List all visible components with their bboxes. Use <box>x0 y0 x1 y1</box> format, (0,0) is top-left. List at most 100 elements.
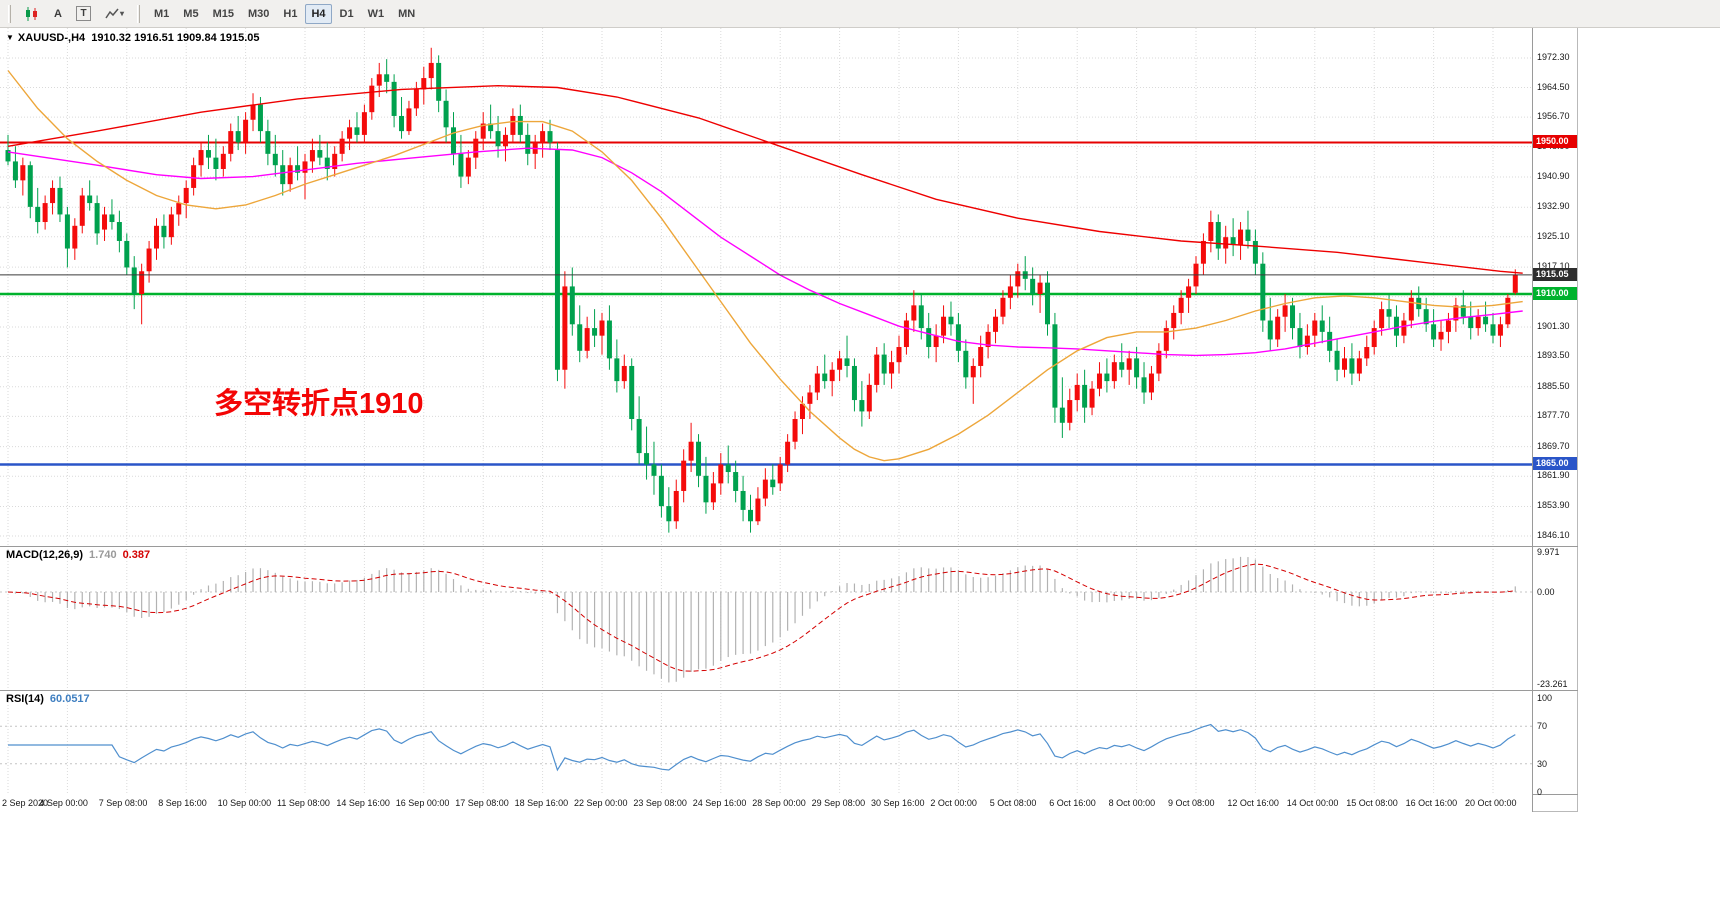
ma-fast-line <box>7 70 1523 462</box>
symbol-timeframe-label: XAUUSD-,H4 <box>17 32 86 44</box>
macd-signal-value: 0.387 <box>122 549 151 561</box>
panel-separator-rsi[interactable] <box>0 690 1578 691</box>
toolbar: A T ▾ M1 M5 M15 M30 H1 H4 D1 W1 MN <box>0 0 1720 28</box>
price-axis-tick: 1885.50 <box>1537 380 1570 391</box>
time-axis-label: 20 Oct 00:00 <box>1465 798 1517 808</box>
candlestick-chart-icon <box>26 6 37 21</box>
macd-axis-label: 0.00 <box>1537 587 1555 597</box>
rsi-axis-label: 0 <box>1537 787 1543 797</box>
price-level-badge: 1865.00 <box>1533 457 1577 471</box>
rsi-axis-label: 100 <box>1537 693 1553 703</box>
price-axis-tick: 1940.90 <box>1537 170 1570 181</box>
time-axis-label: 24 Sep 16:00 <box>692 798 747 808</box>
time-axis-label: 16 Sep 00:00 <box>395 798 450 808</box>
timeframe-button-h1[interactable]: H1 <box>277 4 303 24</box>
chart-annotation-text: 多空转折点1910 <box>214 388 424 420</box>
draw-tool-icon <box>105 8 119 18</box>
time-axis-label: 2 Oct 00:00 <box>930 798 977 808</box>
price-axis-tick: 1861.90 <box>1537 470 1570 481</box>
chart-window: ▼ XAUUSD-,H4 1910.32 1916.51 1909.84 1915… <box>0 28 1578 812</box>
timeframe-button-m5[interactable]: M5 <box>177 4 204 24</box>
ma-mid-line <box>7 147 1523 357</box>
timeframe-group: M1 M5 M15 M30 H1 H4 D1 W1 MN <box>147 3 422 24</box>
current-price-badge: 1915.05 <box>1533 267 1577 281</box>
time-axis-label: 16 Oct 16:00 <box>1405 798 1458 808</box>
price-axis-separator <box>1532 28 1533 812</box>
time-axis-label: 2 Sep 2020 <box>2 798 49 808</box>
time-axis-label: 23 Sep 08:00 <box>633 798 687 808</box>
rsi-axis-label: 30 <box>1537 758 1548 769</box>
timeframe-button-mn[interactable]: MN <box>392 4 421 24</box>
price-axis-tick: 1972.30 <box>1537 52 1570 62</box>
time-axis-label: 10 Sep 00:00 <box>217 798 272 808</box>
text-label-button-label: A <box>54 7 62 20</box>
timeframe-button-d1[interactable]: D1 <box>334 4 360 24</box>
macd-histogram <box>14 556 1516 683</box>
candlestick-series <box>5 47 1518 533</box>
price-axis-tick: 1869.70 <box>1537 440 1570 451</box>
time-axis-label: 4 Sep 00:00 <box>39 798 88 808</box>
time-axis-label: 7 Sep 08:00 <box>98 798 148 808</box>
price-axis-tick: 1901.30 <box>1537 320 1570 331</box>
price-chart-plot[interactable] <box>0 28 1532 546</box>
timeframe-button-w1[interactable]: W1 <box>362 4 391 24</box>
price-axis-tick: 1877.70 <box>1537 410 1570 421</box>
draw-tool-button[interactable]: ▾ <box>99 4 130 24</box>
macd-signal-line <box>7 563 1516 672</box>
text-tool-button-label: T <box>76 6 91 21</box>
time-axis-label: 22 Sep 00:00 <box>574 798 628 808</box>
time-axis-label: 30 Sep 16:00 <box>871 798 925 808</box>
price-level-badge: 1950.00 <box>1533 135 1577 149</box>
panel-separator-macd[interactable] <box>0 546 1578 547</box>
price-axis-tick: 1846.10 <box>1537 530 1570 541</box>
toolbar-grip-2[interactable] <box>137 4 141 23</box>
price-axis-tick: 1917.10 <box>1537 261 1570 272</box>
rsi-name-label: RSI(14) <box>6 693 44 705</box>
toolbar-grip[interactable] <box>8 4 11 23</box>
symbol-ohlc-label: ▼ XAUUSD-,H4 1910.32 1916.51 1909.84 1915… <box>6 32 260 44</box>
time-axis-label: 5 Oct 08:00 <box>989 798 1037 808</box>
timeframe-button-h4[interactable]: H4 <box>305 3 332 24</box>
price-axis-tick: 1925.10 <box>1537 230 1570 241</box>
chevron-down-icon: ▾ <box>120 9 125 18</box>
time-axis-label: 11 Sep 08:00 <box>277 798 330 808</box>
rsi-axis-label: 70 <box>1537 721 1548 732</box>
time-axis: 2 Sep 2020 4 Sep 00:00 7 Sep 08:00 8 Sep 16… <box>0 794 1532 812</box>
time-axis-label: 29 Sep 08:00 <box>811 798 866 808</box>
time-axis-label: 12 Oct 16:00 <box>1227 798 1279 808</box>
timeframe-button-m1[interactable]: M1 <box>148 4 175 24</box>
text-label-button[interactable]: A <box>48 4 68 24</box>
ma-slow-line <box>7 84 1523 274</box>
time-axis-label: 17 Sep 08:00 <box>455 798 509 808</box>
time-axis-label: 18 Sep 16:00 <box>514 798 569 808</box>
price-axis-tick: 1932.90 <box>1537 201 1570 212</box>
macd-name-label: MACD(12,26,9) <box>6 549 84 561</box>
macd-label: MACD(12,26,9) 1.740 0.387 <box>6 549 150 561</box>
macd-indicator-plot[interactable] <box>0 546 1532 690</box>
price-axis-tick: 1956.70 <box>1537 111 1570 122</box>
symbol-marker-icon: ▼ <box>6 33 14 42</box>
price-level-badge: 1910.00 <box>1533 286 1577 300</box>
candlestick-chart-button[interactable] <box>18 4 46 24</box>
time-axis-label: 8 Sep 16:00 <box>158 798 207 808</box>
price-axis-tick: 1893.50 <box>1537 350 1570 361</box>
time-axis-label: 8 Oct 00:00 <box>1108 798 1156 808</box>
time-axis-label: 15 Oct 08:00 <box>1346 798 1398 808</box>
price-axis-tick: 1964.50 <box>1537 81 1570 92</box>
time-axis-label: 9 Oct 08:00 <box>1168 798 1215 808</box>
macd-main-value: 1.740 <box>89 549 117 561</box>
rsi-indicator-plot[interactable] <box>0 690 1532 794</box>
price-axis-tick: 1853.90 <box>1537 500 1570 511</box>
time-axis-label: 14 Sep 16:00 <box>336 798 390 808</box>
text-tool-button[interactable]: T <box>70 4 97 24</box>
macd-axis-label: 9.971 <box>1537 547 1560 558</box>
time-axis-label: 14 Oct 00:00 <box>1286 798 1339 808</box>
rsi-line <box>8 723 1516 772</box>
macd-axis-label: -23.261 <box>1537 679 1568 690</box>
timeframe-button-m30[interactable]: M30 <box>242 4 275 24</box>
ohlc-values-label: 1910.32 1916.51 1909.84 1915.05 <box>91 32 260 44</box>
time-axis-label: 28 Sep 00:00 <box>752 798 806 808</box>
rsi-value: 60.0517 <box>49 693 90 705</box>
timeframe-button-m15[interactable]: M15 <box>207 4 240 24</box>
rsi-label: RSI(14) 60.0517 <box>6 693 90 705</box>
